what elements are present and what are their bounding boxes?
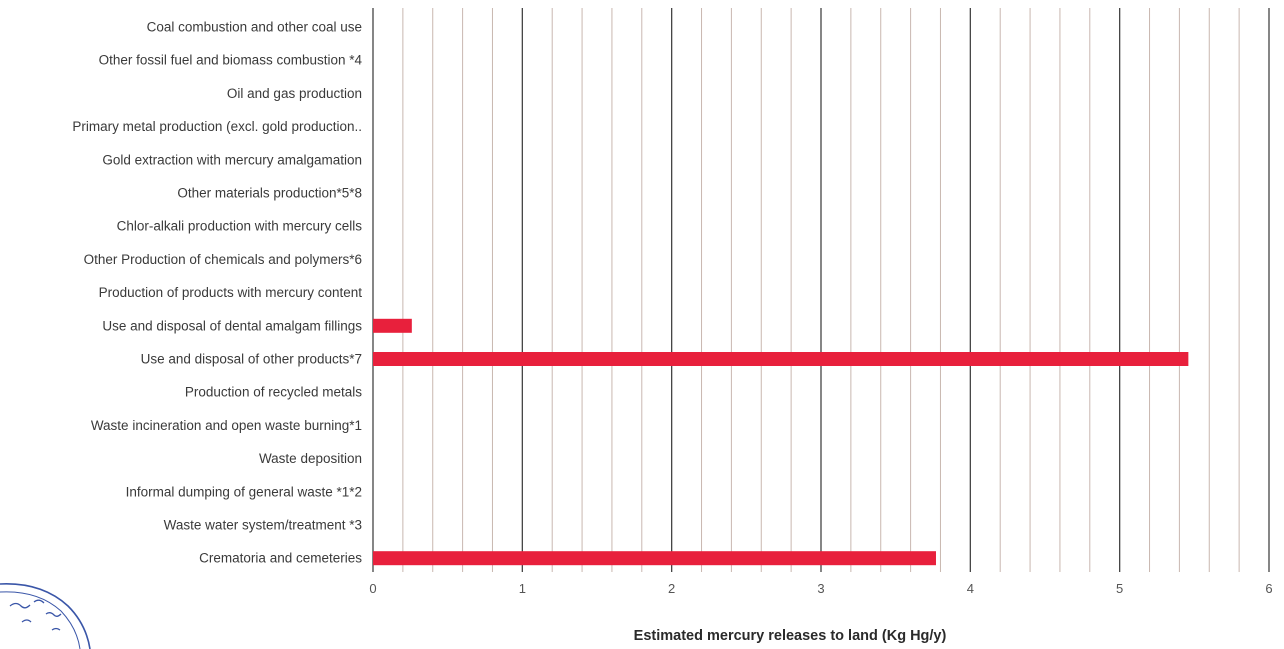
bars	[373, 318, 1189, 566]
category-label: Waste deposition	[259, 451, 362, 466]
x-axis-title: Estimated mercury releases to land (Kg H…	[634, 628, 947, 644]
x-tick-label: 1	[519, 581, 526, 596]
category-label: Production of products with mercury cont…	[99, 285, 363, 300]
category-label: Other Production of chemicals and polyme…	[84, 252, 362, 267]
category-label: Informal dumping of general waste *1*2	[126, 484, 362, 499]
category-label: Primary metal production (excl. gold pro…	[72, 119, 362, 134]
category-label: Oil and gas production	[227, 86, 362, 101]
category-label: Waste water system/treatment *3	[164, 518, 362, 533]
x-tick-label: 3	[817, 581, 824, 596]
bar	[373, 352, 1189, 366]
x-tick-label: 2	[668, 581, 675, 596]
category-label: Production of recycled metals	[185, 385, 362, 400]
category-label: Waste incineration and open waste burnin…	[91, 418, 362, 433]
bar	[373, 551, 936, 566]
category-label: Chlor-alkali production with mercury cel…	[117, 219, 363, 234]
x-tick-label: 6	[1265, 581, 1272, 596]
bar	[373, 318, 412, 333]
category-label: Use and disposal of other products*7	[141, 352, 362, 367]
category-label: Use and disposal of dental amalgam filli…	[102, 318, 362, 333]
category-label: Crematoria and cemeteries	[199, 551, 362, 566]
category-label: Other materials production*5*8	[177, 186, 362, 201]
category-label: Other fossil fuel and biomass combustion…	[99, 53, 363, 68]
category-label: Coal combustion and other coal use	[147, 20, 362, 35]
category-labels: Coal combustion and other coal use Other …	[72, 20, 362, 566]
x-tick-label: 0	[369, 581, 376, 596]
x-tick-labels: 0 1 2 3 4 5 6	[369, 581, 1272, 596]
seal-watermark	[0, 583, 91, 649]
x-tick-label: 5	[1116, 581, 1123, 596]
grid-lines	[372, 8, 1270, 572]
category-label: Gold extraction with mercury amalgamatio…	[102, 152, 362, 167]
x-tick-label: 4	[967, 581, 974, 596]
